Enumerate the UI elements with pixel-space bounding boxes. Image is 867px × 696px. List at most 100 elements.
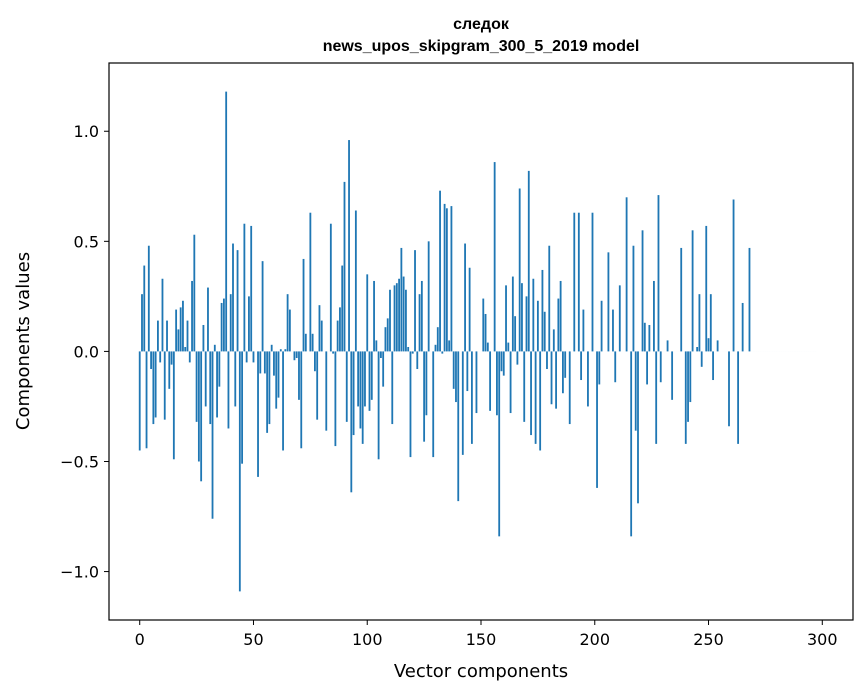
bar-138: [452, 351, 455, 389]
bar-197: [587, 351, 589, 407]
bar-29: [204, 351, 207, 407]
x-tick-label: 0: [135, 630, 145, 649]
bar-170: [525, 296, 528, 352]
bar-181: [550, 351, 553, 405]
bar-246: [698, 294, 701, 352]
bar-250: [707, 338, 710, 352]
bar-123: [418, 294, 421, 352]
plot-frame: [108, 62, 854, 621]
bar-211: [618, 285, 621, 352]
bar-35: [218, 351, 221, 387]
x-tick-label: 200: [579, 630, 610, 649]
y-tick-label: 0.5: [74, 232, 99, 251]
bar-252: [712, 351, 714, 381]
bar-203: [600, 300, 603, 352]
bar-87: [336, 320, 339, 352]
bar-73: [304, 333, 307, 352]
bar-40: [229, 294, 232, 352]
bar-93: [350, 351, 353, 493]
bar-221: [641, 230, 644, 352]
bar-66: [288, 309, 291, 352]
bar-3: [145, 351, 148, 449]
bar-47: [245, 351, 248, 363]
bar-85: [332, 351, 335, 354]
bar-259: [728, 351, 730, 427]
bar-75: [309, 212, 312, 352]
bar-165: [514, 316, 517, 352]
bar-189: [568, 351, 571, 425]
bar-254: [716, 340, 719, 352]
bar-25: [195, 351, 198, 422]
bar-265: [741, 302, 744, 352]
bar-194: [580, 351, 583, 381]
bar-48: [248, 296, 250, 352]
bar-238: [680, 247, 683, 352]
bar-103: [373, 280, 375, 352]
bar-112: [393, 285, 396, 352]
bar-113: [395, 283, 398, 352]
bar-77: [314, 351, 316, 372]
bar-153: [486, 342, 489, 352]
x-tick-label: 300: [807, 630, 838, 649]
bar-7: [154, 351, 157, 418]
bar-223: [646, 351, 648, 385]
bar-114: [398, 278, 400, 352]
bar-43: [236, 250, 239, 352]
bar-176: [539, 351, 542, 451]
bar-201: [596, 351, 598, 488]
bar-156: [493, 162, 496, 352]
bar-158: [498, 351, 501, 537]
bar-164: [511, 276, 514, 352]
bar-20: [184, 347, 187, 352]
bar-82: [325, 351, 328, 431]
bar-24: [193, 234, 196, 352]
x-axis-label: Vector components: [394, 661, 568, 682]
bar-154: [489, 351, 492, 411]
bar-137: [450, 206, 453, 352]
bar-108: [384, 327, 387, 352]
y-tick-label: 1.0: [74, 122, 99, 141]
bar-151: [482, 298, 485, 352]
bar-226: [653, 280, 655, 352]
x-tick-label: 50: [243, 630, 263, 649]
bar-30: [207, 287, 209, 352]
bar-58: [270, 344, 273, 352]
bar-60: [275, 351, 278, 409]
bar-243: [691, 230, 694, 352]
bar-152: [484, 313, 487, 352]
bar-161: [505, 285, 507, 352]
bar-17: [177, 329, 180, 352]
bar-37: [222, 298, 225, 352]
bar-23: [191, 280, 193, 352]
bar-168: [521, 283, 523, 352]
bar-95: [354, 210, 357, 352]
bar-178: [543, 311, 546, 352]
bar-144: [466, 351, 469, 392]
bar-171: [527, 170, 530, 352]
bar-15: [172, 351, 175, 460]
bar-13: [168, 351, 171, 389]
bar-34: [216, 351, 218, 418]
bar-227: [655, 351, 658, 444]
bar-135: [445, 208, 448, 352]
bar-53: [259, 351, 262, 374]
bar-101: [368, 351, 371, 411]
bar-62: [279, 349, 282, 352]
bar-50: [252, 351, 255, 363]
bar-130: [434, 344, 437, 352]
x-axis-ticks: 0 50 100 150 200 250 300: [135, 620, 838, 649]
bar-131: [436, 327, 439, 352]
x-tick-label: 100: [352, 630, 383, 649]
bar-38: [225, 91, 228, 352]
bar-116: [402, 276, 405, 352]
bar-19: [182, 300, 184, 352]
bar-5: [150, 351, 152, 370]
bar-28: [202, 324, 205, 352]
bar-92: [348, 140, 350, 352]
chart-subtitle: news_upos_skipgram_300_5_2019 model: [323, 38, 640, 55]
bars-group: [138, 91, 817, 592]
bar-104: [375, 340, 378, 352]
bar-145: [468, 267, 471, 352]
bar-242: [689, 351, 692, 403]
bar-97: [359, 351, 362, 429]
